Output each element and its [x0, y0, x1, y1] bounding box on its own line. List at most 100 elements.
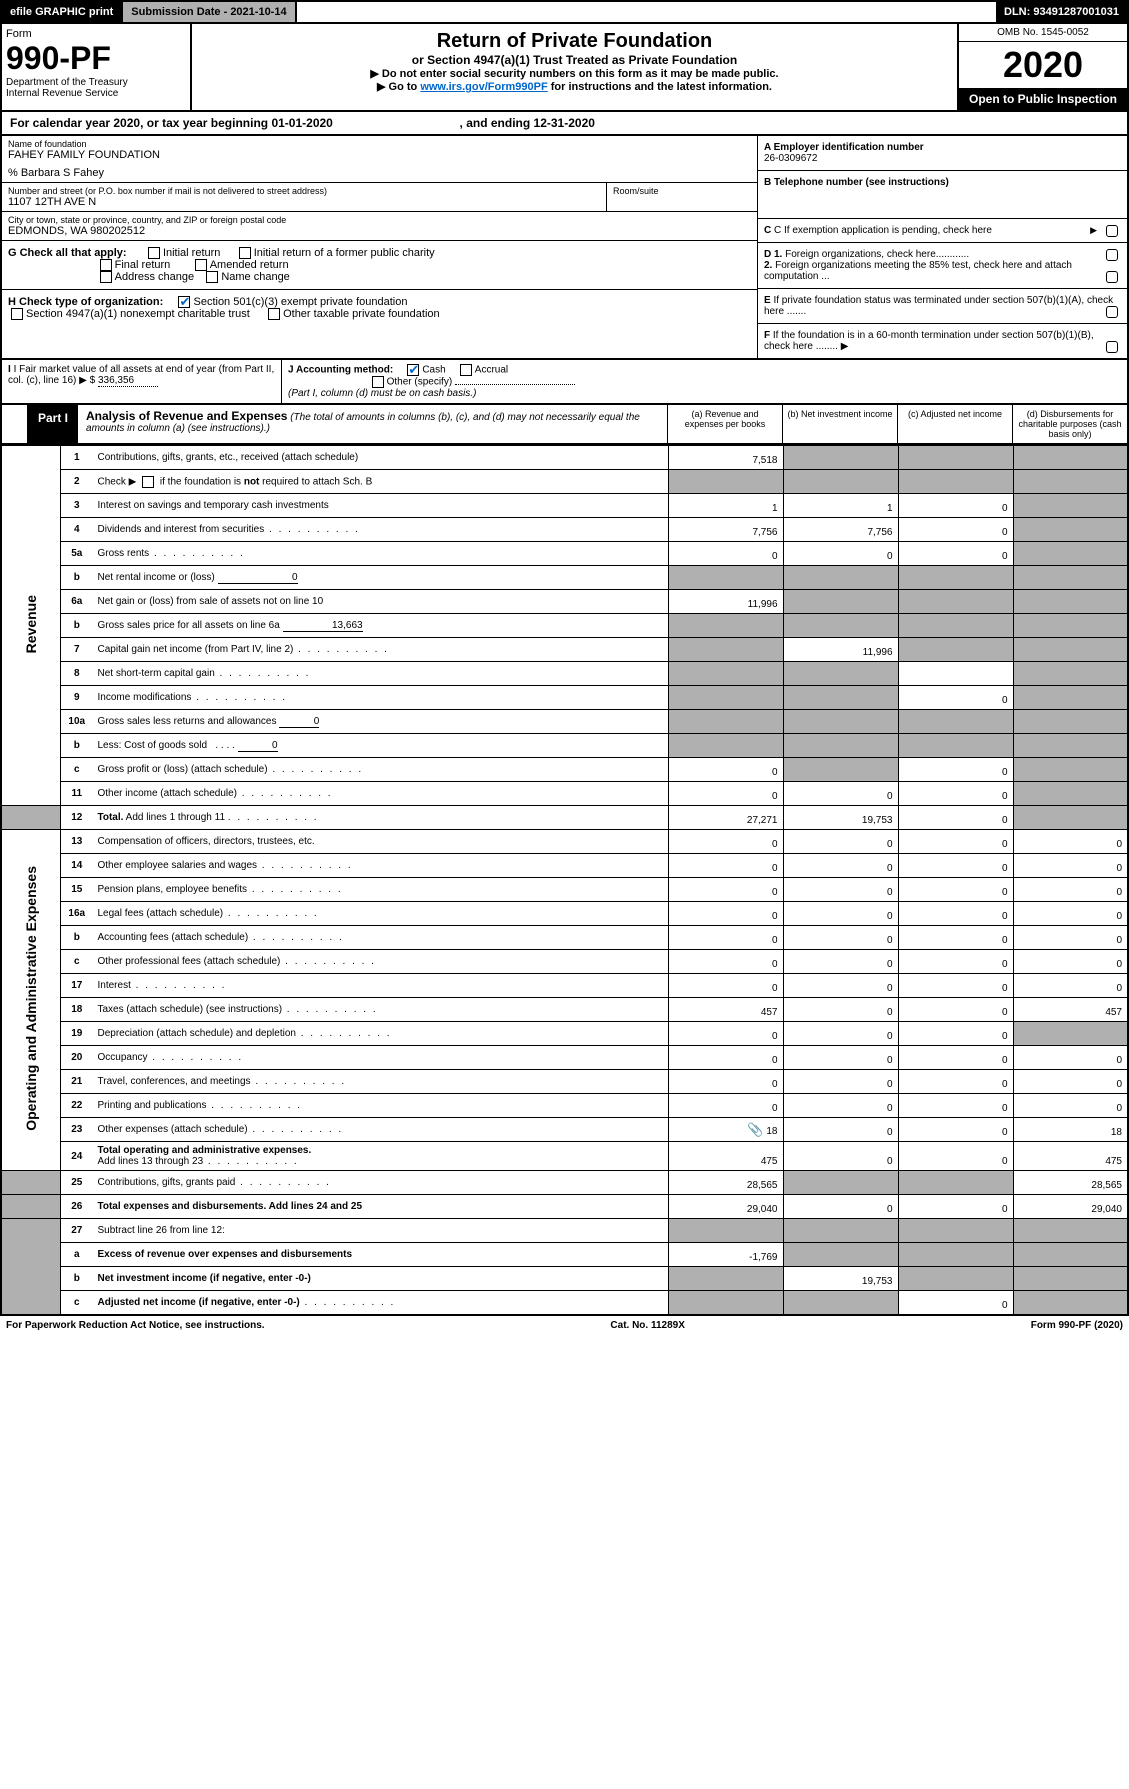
footer-left: For Paperwork Reduction Act Notice, see … — [6, 1320, 265, 1331]
f-label: If the foundation is in a 60-month termi… — [764, 330, 1094, 352]
table-row: b Accounting fees (attach schedule) 0000 — [1, 926, 1128, 950]
j-note: (Part I, column (d) must be on cash basi… — [288, 388, 476, 399]
instr-post: for instructions and the latest informat… — [548, 81, 772, 93]
line-num: 26 — [61, 1195, 93, 1219]
ein-value: 26-0309672 — [764, 153, 817, 164]
g-name-checkbox[interactable] — [206, 271, 218, 283]
amt-c: 0 — [898, 902, 1013, 926]
g-initial-former-checkbox[interactable] — [239, 247, 251, 259]
e-checkbox[interactable] — [1106, 306, 1118, 318]
amt-a: 0 — [668, 878, 783, 902]
table-row: 19 Depreciation (attach schedule) and de… — [1, 1022, 1128, 1046]
amt-b: 11,996 — [783, 638, 898, 662]
amt-c: 0 — [898, 1022, 1013, 1046]
amt-a: -1,769 — [668, 1243, 783, 1267]
g-initial-checkbox[interactable] — [148, 247, 160, 259]
table-row: 14 Other employee salaries and wages 000… — [1, 854, 1128, 878]
amt-c: 0 — [898, 518, 1013, 542]
sch-b-checkbox[interactable] — [142, 476, 154, 488]
foundation-name: FAHEY FAMILY FOUNDATION — [8, 149, 751, 161]
top-bar: efile GRAPHIC print Submission Date - 20… — [0, 0, 1129, 24]
line-num: b — [61, 566, 93, 590]
amt-b: 0 — [783, 1195, 898, 1219]
line-num: 5a — [61, 542, 93, 566]
amt-c: 0 — [898, 1094, 1013, 1118]
h-section: H Check type of organization: Section 50… — [2, 290, 757, 326]
amt-c: 0 — [898, 782, 1013, 806]
c-label: C If exemption application is pending, c… — [774, 225, 992, 236]
table-row: 10a Gross sales less returns and allowan… — [1, 710, 1128, 734]
d1-checkbox[interactable] — [1106, 249, 1118, 261]
h-4947-checkbox[interactable] — [11, 308, 23, 320]
line-num: 4 — [61, 518, 93, 542]
irs-link[interactable]: www.irs.gov/Form990PF — [420, 81, 547, 93]
amt-b: 0 — [783, 830, 898, 854]
amt-b: 0 — [783, 1046, 898, 1070]
care-of: % Barbara S Fahey — [8, 167, 751, 179]
col-d-header: (d) Disbursements for charitable purpose… — [1012, 405, 1127, 443]
r12-rest: Add lines 1 through 11 — [126, 812, 225, 823]
table-row: 4 Dividends and interest from securities… — [1, 518, 1128, 542]
j-cash-checkbox[interactable] — [407, 364, 419, 376]
line-num: b — [61, 614, 93, 638]
line-num: 11 — [61, 782, 93, 806]
g-amended-checkbox[interactable] — [195, 259, 207, 271]
line-desc: Interest — [93, 974, 669, 998]
i-cell: I I Fair market value of all assets at e… — [2, 360, 282, 403]
amt-a: 0 — [668, 926, 783, 950]
amt-d: 0 — [1013, 854, 1128, 878]
room-cell: Room/suite — [607, 183, 757, 212]
table-row: a Excess of revenue over expenses and di… — [1, 1243, 1128, 1267]
j-other-checkbox[interactable] — [372, 376, 384, 388]
line-desc: Gross sales less returns and allowances … — [93, 710, 669, 734]
f-checkbox[interactable] — [1106, 341, 1118, 353]
line-num: b — [61, 926, 93, 950]
table-row: 27 Subtract line 26 from line 12: — [1, 1219, 1128, 1243]
amt-a: 7,518 — [668, 446, 783, 470]
efile-button[interactable]: efile GRAPHIC print — [2, 2, 123, 22]
col-a-header: (a) Revenue and expenses per books — [667, 405, 782, 443]
j-label: J Accounting method: — [288, 365, 393, 376]
public-inspection: Open to Public Inspection — [959, 88, 1127, 110]
line-num: a — [61, 1243, 93, 1267]
instr-link: ▶ Go to www.irs.gov/Form990PF for instru… — [198, 80, 951, 93]
line-num: 20 — [61, 1046, 93, 1070]
paperclip-icon[interactable]: 📎 — [747, 1122, 763, 1137]
table-row: c Gross profit or (loss) (attach schedul… — [1, 758, 1128, 782]
part1-label: Part I — [28, 405, 78, 443]
omb-number: OMB No. 1545-0052 — [959, 24, 1127, 42]
amt-a: 0 — [668, 950, 783, 974]
line-num: 10a — [61, 710, 93, 734]
d2-checkbox[interactable] — [1106, 271, 1118, 283]
h-label: H Check type of organization: — [8, 296, 163, 308]
h-501c3-checkbox[interactable] — [178, 296, 190, 308]
amt-a: 457 — [668, 998, 783, 1022]
j-accrual-checkbox[interactable] — [460, 364, 472, 376]
amt-b: 0 — [783, 878, 898, 902]
amt-b: 0 — [783, 782, 898, 806]
line-num: 13 — [61, 830, 93, 854]
col-b-header: (b) Net investment income — [782, 405, 897, 443]
line-desc: Compensation of officers, directors, tru… — [93, 830, 669, 854]
room-label: Room/suite — [613, 186, 751, 196]
g-final-checkbox[interactable] — [100, 259, 112, 271]
g-opt5: Address change — [115, 271, 195, 283]
h-other-checkbox[interactable] — [268, 308, 280, 320]
c-checkbox[interactable] — [1106, 225, 1118, 237]
f-cell: F If the foundation is in a 60-month ter… — [758, 324, 1127, 358]
addr-value: 1107 12TH AVE N — [8, 196, 600, 208]
tax-year: 2020 — [959, 42, 1127, 88]
amt-b: 0 — [783, 926, 898, 950]
line-num: 25 — [61, 1171, 93, 1195]
line-num: 15 — [61, 878, 93, 902]
g-address-checkbox[interactable] — [100, 271, 112, 283]
part1-table: Revenue 1 Contributions, gifts, grants, … — [0, 445, 1129, 1316]
table-row: Revenue 1 Contributions, gifts, grants, … — [1, 446, 1128, 470]
a-cell: A Employer identification number 26-0309… — [758, 136, 1127, 171]
expenses-side-label: Operating and Administrative Expenses — [1, 830, 61, 1171]
amt-a: 27,271 — [668, 806, 783, 830]
table-row: 22 Printing and publications 0000 — [1, 1094, 1128, 1118]
b-cell: B Telephone number (see instructions) — [758, 171, 1127, 219]
line-num: b — [61, 734, 93, 758]
amt-a: 0 — [668, 830, 783, 854]
